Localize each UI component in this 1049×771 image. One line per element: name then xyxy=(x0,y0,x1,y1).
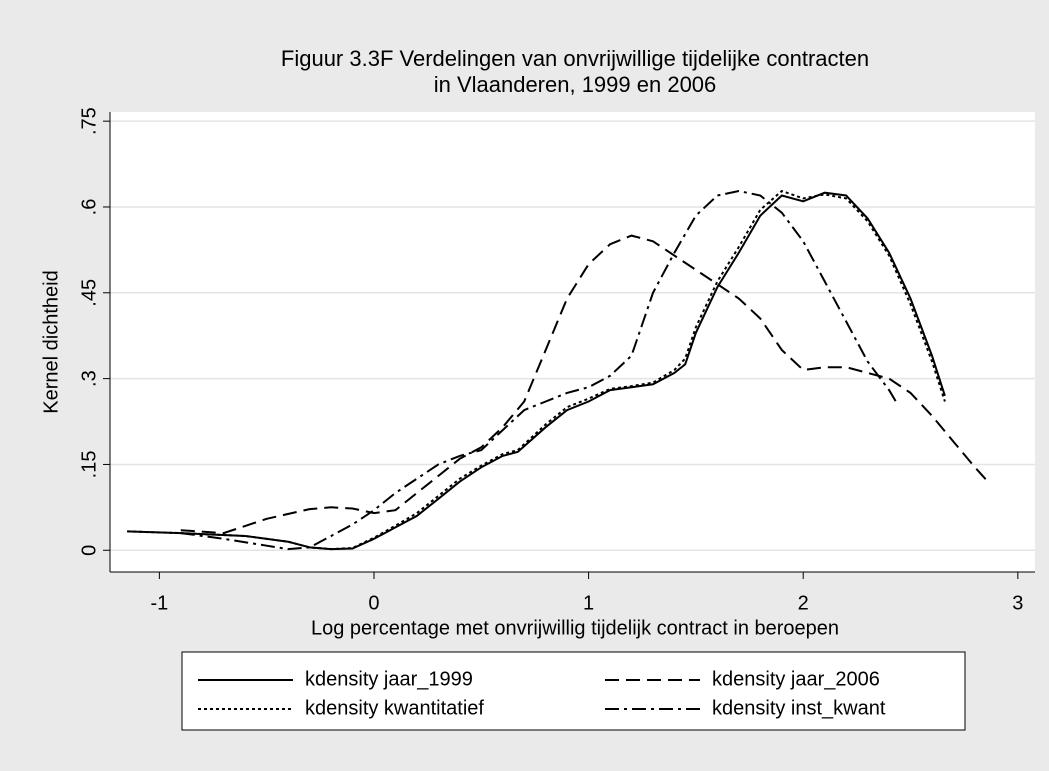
legend-label: kdensity jaar_1999 xyxy=(305,668,473,690)
legend-label: kdensity inst_kwant xyxy=(712,697,886,719)
x-tick-label: 2 xyxy=(798,592,809,614)
x-tick-label: 3 xyxy=(1012,592,1023,614)
chart-title: Figuur 3.3F Verdelingen van onvrijwillig… xyxy=(281,46,869,71)
series-line xyxy=(127,189,946,551)
legend-label: kdensity kwantitatief xyxy=(305,697,484,719)
series-line xyxy=(180,189,899,551)
y-tick-label: .45 xyxy=(78,279,100,307)
x-tick-label: -1 xyxy=(150,592,168,614)
y-tick-label: .75 xyxy=(78,107,100,135)
y-tick-label: .15 xyxy=(78,451,100,479)
x-tick-label: 1 xyxy=(583,592,594,614)
y-tick-label: .3 xyxy=(78,370,100,387)
chart-title: in Vlaanderen, 1999 en 2006 xyxy=(434,72,717,97)
x-axis-label: Log percentage met onvrijwillig tijdelij… xyxy=(311,617,839,639)
y-tick-label: .6 xyxy=(78,199,100,216)
legend-box xyxy=(181,651,966,731)
plot-area xyxy=(110,112,1035,572)
legend-label: kdensity jaar_2006 xyxy=(712,668,880,690)
y-tick-label: 0 xyxy=(78,545,100,556)
y-axis-label: Kernel dichtheid xyxy=(40,270,62,413)
x-tick-label: 0 xyxy=(368,592,379,614)
